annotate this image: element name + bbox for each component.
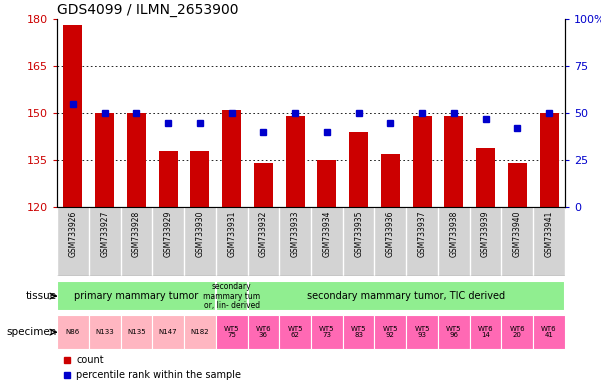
Text: WT6
20: WT6 20 [510, 326, 525, 338]
Bar [248, 315, 279, 349]
Bar [540, 113, 558, 207]
Text: GSM733937: GSM733937 [418, 211, 427, 257]
Text: WT5
92: WT5 92 [383, 326, 398, 338]
Bar [501, 315, 533, 349]
Bar [216, 281, 248, 311]
Bar [64, 25, 82, 207]
Text: GSM733927: GSM733927 [100, 211, 109, 257]
Bar [406, 315, 438, 349]
Text: GSM733940: GSM733940 [513, 211, 522, 257]
Bar [343, 315, 374, 349]
Bar [222, 110, 241, 207]
Bar [152, 315, 184, 349]
Text: secondary
mammary tum
or, lin- derived: secondary mammary tum or, lin- derived [203, 282, 260, 310]
Bar [374, 315, 406, 349]
Text: WT5
93: WT5 93 [414, 326, 430, 338]
Bar [285, 116, 305, 207]
Bar [444, 116, 463, 207]
Bar [470, 315, 501, 349]
Text: secondary mammary tumor, TIC derived: secondary mammary tumor, TIC derived [307, 291, 505, 301]
Text: GSM733926: GSM733926 [69, 211, 78, 257]
Bar [184, 315, 216, 349]
Bar [349, 132, 368, 207]
Bar [412, 116, 432, 207]
Text: N135: N135 [127, 329, 146, 335]
Bar [533, 315, 565, 349]
Text: GSM733932: GSM733932 [259, 211, 268, 257]
Bar [57, 281, 216, 311]
Bar [216, 315, 248, 349]
Bar [159, 151, 178, 207]
Bar [279, 315, 311, 349]
Text: GSM733936: GSM733936 [386, 211, 395, 257]
Text: WT5
96: WT5 96 [446, 326, 462, 338]
Bar [121, 315, 152, 349]
Text: GSM733939: GSM733939 [481, 211, 490, 257]
Text: GSM733941: GSM733941 [545, 211, 554, 257]
Bar [254, 164, 273, 207]
Bar [57, 315, 89, 349]
Text: tissue: tissue [25, 291, 56, 301]
Bar [127, 113, 146, 207]
Text: GSM733930: GSM733930 [195, 211, 204, 257]
Text: GDS4099 / ILMN_2653900: GDS4099 / ILMN_2653900 [57, 3, 239, 17]
Bar [317, 161, 337, 207]
Bar [248, 281, 565, 311]
Text: specimen: specimen [6, 327, 56, 337]
Text: N182: N182 [191, 329, 209, 335]
Text: N147: N147 [159, 329, 177, 335]
Text: N133: N133 [96, 329, 114, 335]
Text: WT5
83: WT5 83 [351, 326, 367, 338]
Text: WT5
73: WT5 73 [319, 326, 335, 338]
Bar [508, 164, 527, 207]
Text: WT5
62: WT5 62 [287, 326, 303, 338]
Text: GSM733934: GSM733934 [322, 211, 331, 257]
Text: percentile rank within the sample: percentile rank within the sample [76, 370, 242, 380]
Text: WT6
36: WT6 36 [255, 326, 271, 338]
Bar [191, 151, 209, 207]
Text: WT5
75: WT5 75 [224, 326, 239, 338]
Bar [476, 148, 495, 207]
Text: WT6
14: WT6 14 [478, 326, 493, 338]
Bar [95, 113, 114, 207]
Text: GSM733931: GSM733931 [227, 211, 236, 257]
Text: count: count [76, 355, 104, 365]
Text: GSM733929: GSM733929 [163, 211, 172, 257]
Text: GSM733928: GSM733928 [132, 211, 141, 257]
Bar [89, 315, 121, 349]
Text: primary mammary tumor: primary mammary tumor [75, 291, 198, 301]
Text: GSM733938: GSM733938 [450, 211, 459, 257]
Bar [311, 315, 343, 349]
Text: GSM733935: GSM733935 [354, 211, 363, 257]
Bar [438, 315, 470, 349]
Text: N86: N86 [66, 329, 80, 335]
Text: WT6
41: WT6 41 [542, 326, 557, 338]
Bar [381, 154, 400, 207]
Text: GSM733933: GSM733933 [291, 211, 300, 257]
